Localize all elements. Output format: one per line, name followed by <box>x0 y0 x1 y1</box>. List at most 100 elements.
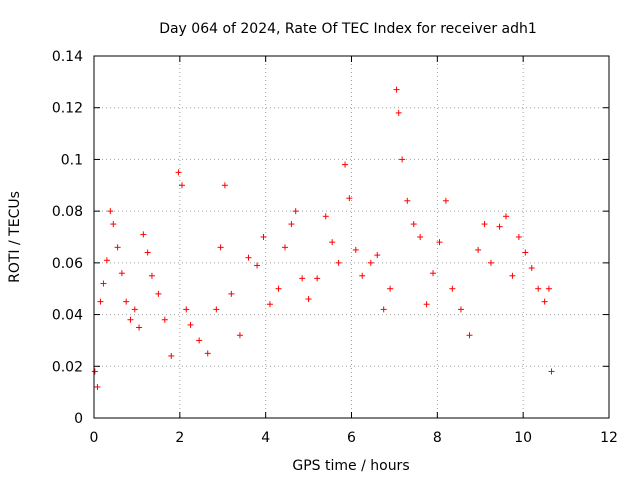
x-tick-label: 4 <box>261 430 270 446</box>
data-point <box>288 221 295 228</box>
data-point <box>131 306 138 313</box>
data-point <box>442 197 449 204</box>
data-point <box>144 249 151 256</box>
data-point <box>236 332 243 339</box>
data-point <box>281 244 288 251</box>
data-point <box>522 249 529 256</box>
data-point <box>168 352 175 359</box>
data-point <box>97 298 104 305</box>
data-point <box>545 285 552 292</box>
data-point <box>275 285 282 292</box>
data-point <box>548 368 555 375</box>
x-tick-label: 2 <box>175 430 184 446</box>
chart-title: Day 064 of 2024, Rate Of TEC Index for r… <box>159 21 537 37</box>
data-point <box>217 244 224 251</box>
data-point <box>423 301 430 308</box>
data-point <box>528 265 535 272</box>
data-point <box>387 285 394 292</box>
x-tick-label: 12 <box>600 430 618 446</box>
data-point <box>457 306 464 313</box>
y-tick-label: 0.08 <box>52 204 83 220</box>
data-point <box>417 234 424 240</box>
data-point <box>91 368 98 375</box>
data-point <box>292 208 299 215</box>
data-point <box>449 285 456 292</box>
data-point <box>148 272 155 279</box>
data-point <box>305 296 312 303</box>
data-point <box>503 213 509 220</box>
y-tick-label: 0.02 <box>52 359 83 375</box>
y-tick-label: 0.04 <box>52 308 83 324</box>
data-point <box>140 231 147 238</box>
x-tick-label: 8 <box>433 430 442 446</box>
axis-ticks: 0 2 4 6 8 10 12 0 0.02 0.04 0.06 0.08 0.1 0.12 0.14 <box>52 49 618 446</box>
data-point <box>127 316 134 323</box>
x-tick-label: 10 <box>514 430 532 446</box>
data-point <box>481 221 488 228</box>
data-point <box>175 169 182 176</box>
data-point <box>123 298 130 305</box>
data-point <box>221 182 228 189</box>
data-point <box>335 259 342 266</box>
data-series-roti <box>91 86 555 390</box>
data-point <box>515 234 522 240</box>
x-tick-label: 0 <box>90 430 99 446</box>
x-axis-label: GPS time / hours <box>292 458 409 474</box>
data-point <box>187 321 194 328</box>
data-point <box>535 285 542 292</box>
data-point <box>107 208 114 215</box>
data-point <box>322 213 329 220</box>
data-point <box>509 272 516 279</box>
y-tick-label: 0 <box>74 411 83 427</box>
data-point <box>254 262 261 269</box>
data-point <box>245 254 252 261</box>
data-point <box>266 301 273 308</box>
y-tick-label: 0.06 <box>52 256 83 272</box>
data-point <box>367 259 374 266</box>
data-point <box>161 316 168 323</box>
data-point <box>299 275 306 282</box>
data-point <box>352 246 359 253</box>
data-point <box>94 383 101 390</box>
data-point <box>430 270 437 277</box>
data-point <box>436 239 443 246</box>
data-point <box>178 182 185 189</box>
data-point <box>314 275 321 282</box>
y-tick-label: 0.14 <box>52 49 83 65</box>
y-axis-label: ROTI / TECUs <box>7 191 23 283</box>
data-point <box>329 239 336 246</box>
data-point <box>359 272 366 279</box>
y-tick-label: 0.12 <box>52 101 83 117</box>
data-point <box>114 244 121 251</box>
data-point <box>260 234 267 240</box>
data-point <box>395 109 402 116</box>
data-point <box>136 324 143 331</box>
data-point <box>374 252 381 259</box>
data-point <box>204 350 211 357</box>
data-point <box>380 306 387 313</box>
data-point <box>393 86 400 93</box>
data-point <box>541 298 548 305</box>
data-point <box>346 195 353 202</box>
data-point <box>196 337 203 344</box>
data-point <box>487 259 494 266</box>
data-point <box>100 280 107 287</box>
data-point <box>118 270 125 277</box>
data-point <box>496 223 503 230</box>
data-point <box>475 246 482 253</box>
grid <box>94 56 609 418</box>
data-point <box>183 306 190 313</box>
x-tick-label: 6 <box>347 430 356 446</box>
data-point <box>110 221 117 228</box>
data-point <box>228 290 235 297</box>
data-point <box>103 257 110 264</box>
data-point <box>466 332 473 339</box>
data-point <box>342 161 349 168</box>
data-point <box>155 290 162 297</box>
data-point <box>213 306 220 313</box>
data-point <box>404 197 411 204</box>
data-point <box>399 156 406 163</box>
y-tick-label: 0.1 <box>61 152 83 168</box>
data-point <box>410 221 417 228</box>
